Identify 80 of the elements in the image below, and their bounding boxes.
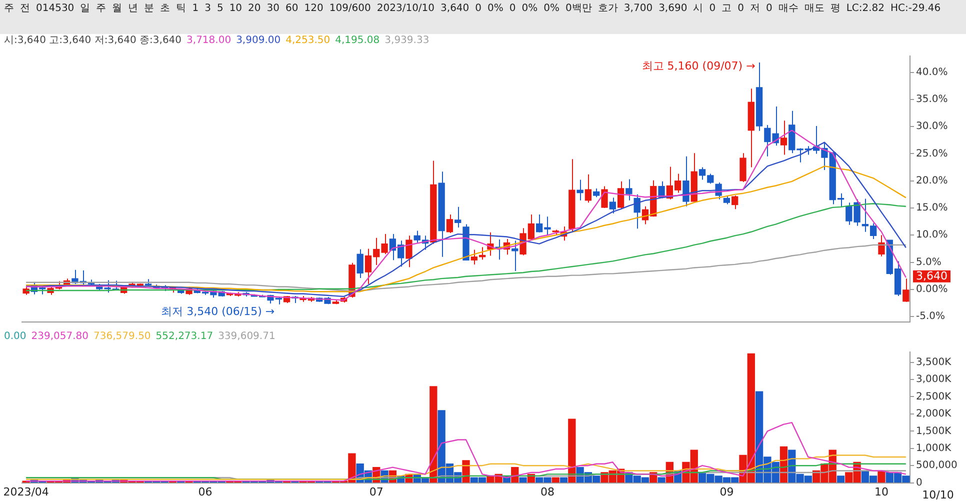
y-tick-label: 1,500K: [916, 426, 952, 437]
legend-title: 0.00: [4, 330, 26, 344]
text: HC:-29.46: [890, 2, 941, 16]
text: 109/600: [329, 2, 371, 16]
text: 고: [722, 2, 732, 16]
y-tick-label: 25.0%: [916, 148, 948, 160]
text: 매수: [778, 2, 798, 16]
y-tick-label: 30.0%: [916, 121, 948, 132]
y-tick-label: 2,000K: [916, 408, 952, 420]
text: 1: [192, 2, 199, 16]
x-tick-label: 09: [720, 485, 734, 498]
text: 339,609.71: [218, 330, 276, 344]
text: 0: [475, 2, 482, 16]
text: 3,640: [916, 269, 948, 282]
text: 552,273.17: [156, 330, 214, 344]
annotation: 최저 3,540 (06/15) →: [161, 305, 275, 318]
text: 0: [766, 2, 772, 16]
text: 시: [693, 2, 704, 16]
x-tick-label: 2023/04: [3, 485, 49, 498]
y-tick-label: 0.00%: [916, 284, 948, 296]
y-tick-label: -5.0%: [916, 311, 946, 322]
text: 10: [229, 2, 242, 16]
text: 주: [96, 2, 106, 16]
text: 월: [112, 2, 122, 16]
text: 주: [4, 2, 14, 16]
text: 년: [128, 2, 138, 16]
text: 초: [160, 2, 170, 16]
text: LC:2.82: [846, 2, 885, 16]
text: 3,700: [624, 2, 653, 16]
text: 239,057.80: [31, 330, 89, 344]
y-tick-label: 15.0%: [916, 202, 948, 214]
text: 3,718.00: [186, 34, 232, 48]
text: 30: [266, 2, 280, 16]
text: 3,690: [658, 2, 688, 16]
text: 저: [750, 2, 760, 16]
text: 736,579.50: [94, 330, 151, 344]
text: 4,253.50: [286, 34, 330, 48]
text: 전: [20, 2, 30, 16]
text: 0백만: [566, 2, 592, 16]
text: 호가: [598, 2, 618, 16]
y-tick-label: 1,000K: [916, 442, 952, 454]
legend-title: 시:3,640 고:3,640 저:3,640 종:3,640: [4, 34, 182, 48]
x-tick-label: 07: [369, 485, 384, 498]
text: 60: [286, 2, 298, 16]
y-tick-label: 35.0%: [916, 94, 948, 106]
text: 틱: [176, 2, 186, 16]
annotation: 최고 5,160 (09/07) →: [642, 59, 756, 72]
text: 5: [216, 2, 224, 16]
text: 분: [144, 2, 154, 16]
text: 평: [830, 2, 840, 16]
y-tick-label: 5.0%: [916, 256, 942, 268]
y-tick-label: 3,000K: [916, 374, 952, 386]
x-tick-label: 06: [198, 485, 212, 498]
text: 0: [509, 2, 516, 16]
text: 일: [80, 2, 90, 16]
text: 2023/10/10: [376, 2, 435, 16]
y-tick-label: 10.0%: [916, 230, 948, 241]
text: 0%: [488, 2, 504, 16]
text: 0%: [522, 2, 538, 16]
text: 014530: [36, 2, 74, 16]
text: 0: [738, 2, 744, 16]
y-tick-label: 2,500K: [916, 391, 952, 402]
text: 3,640: [440, 2, 470, 16]
text: 120: [304, 2, 324, 16]
text: 10/10: [922, 488, 954, 502]
text: 4,195.08: [335, 34, 380, 48]
text: 매도: [804, 2, 824, 16]
text: 3,939.33: [384, 34, 430, 48]
y-tick-label: 20.0%: [916, 175, 948, 186]
y-tick-label: 40.0%: [916, 66, 948, 78]
text: 0: [709, 2, 716, 16]
x-tick-label: 10: [874, 485, 888, 498]
text: 0%: [544, 2, 560, 16]
y-tick-label: 0: [916, 477, 922, 488]
x-tick-label: 08: [540, 485, 554, 498]
text: 20: [248, 2, 261, 16]
y-tick-label: 500,000: [916, 460, 958, 472]
text: 3: [204, 2, 211, 16]
y-tick-label: 3,500K: [916, 356, 952, 368]
text: 3,909.00: [236, 34, 281, 48]
